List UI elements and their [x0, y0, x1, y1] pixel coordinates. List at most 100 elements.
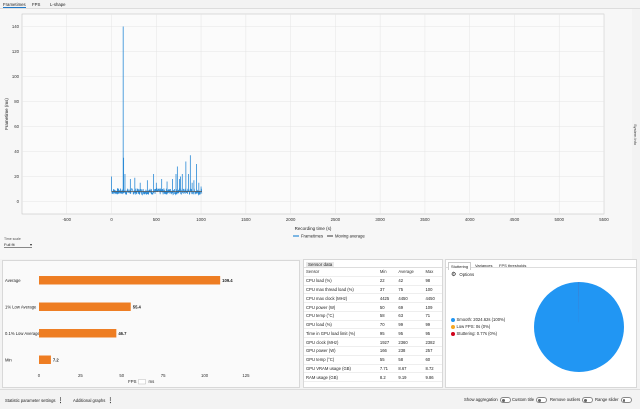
y-axis-label: Frametime (ms) — [4, 98, 9, 130]
sensor-cell: 70 — [377, 320, 397, 330]
sensor-cell: CPU max clock (MHz) — [304, 293, 378, 304]
sensor-cell: 95 — [396, 328, 424, 339]
time-scale-select[interactable]: Full fit ▾ — [4, 242, 32, 248]
y-tick-label: 40 — [14, 149, 19, 154]
sensor-cell: GPU load (%) — [304, 320, 378, 330]
show-aggregation-control: Show aggregation — [464, 397, 511, 403]
sensor-cell: 58 — [396, 355, 424, 365]
x-tick-label: 0 — [110, 217, 113, 222]
sensor-cell: 95 — [423, 328, 442, 339]
range-slider-control: Range slider — [595, 397, 632, 403]
stutter-legend-label: Smooth: 2024.62s (100%) — [456, 317, 506, 322]
x-tick-label: 1000 — [196, 217, 206, 222]
y-tick-label: 100 — [12, 74, 20, 79]
custom-title-toggle[interactable] — [536, 397, 548, 403]
system-info-label: System Info — [633, 123, 639, 145]
sensor-row: CPU max clock (MHz) 4425 4450 4450 — [304, 293, 442, 304]
sensor-row: GPU VRAM usage (GB) 7.71 8.67 8.72 — [304, 364, 442, 374]
sensor-row: GPU temp (°C) 55 58 60 — [304, 355, 442, 365]
sensor-cell: 100 — [423, 285, 442, 295]
sensor-cell: 71 — [423, 311, 442, 321]
col-average: Average — [396, 268, 424, 277]
sensor-cell: 63 — [396, 311, 424, 321]
sensor-cell: CPU max thread load (%) — [304, 285, 378, 295]
tab-fps-thresholds[interactable]: FPS thresholds — [499, 263, 527, 268]
sensor-table: Sensor Min Average Max CPU load (%) 22 42 9… — [304, 268, 442, 383]
x-axis-label: Recording time (s) — [295, 226, 332, 231]
sensor-row: CPU temp (°C) 58 63 71 — [304, 311, 442, 321]
col-sensor: Sensor — [304, 268, 378, 277]
fps-bar — [39, 302, 131, 311]
more-vertical-icon: ⋮ — [57, 398, 64, 404]
sensor-cell: 2360 — [396, 337, 424, 348]
sensor-cell: 69 — [396, 302, 424, 312]
sensor-cell: 238 — [396, 346, 424, 356]
statistic-settings-button[interactable]: Statistic parameter settings ⋮ — [5, 397, 64, 404]
remove-outliers-toggle[interactable] — [582, 397, 594, 403]
tab-frametimes[interactable]: Frametimes — [3, 2, 26, 8]
sensor-cell: 1927 — [377, 337, 397, 348]
y-tick-label: 20 — [14, 174, 19, 179]
sensor-cell: 2382 — [423, 337, 442, 348]
show-aggregation-toggle[interactable] — [499, 397, 511, 403]
sensor-cell: 166 — [377, 346, 397, 356]
bar-x-tick-label: 50 — [119, 373, 124, 378]
options-label: Options — [459, 272, 475, 277]
y-tick-label: 0 — [17, 199, 20, 204]
fps-ms-toggle[interactable] — [138, 379, 146, 385]
legend-moving-average-label: Moving average — [335, 234, 365, 239]
sensor-cell: 8.72 — [423, 364, 442, 374]
sensor-cell: 109 — [423, 302, 442, 312]
bar-x-tick-label: 75 — [161, 373, 166, 378]
tab-stuttering[interactable]: Stuttering — [448, 262, 472, 270]
options-button[interactable]: ⚙ Options — [451, 271, 474, 278]
system-info-sidebar[interactable]: System Info — [632, 9, 640, 259]
stutter-legend-item: Smooth: 2024.62s (100%) — [451, 317, 505, 322]
fps-bar — [39, 329, 117, 338]
y-tick-label: 140 — [12, 24, 20, 29]
sensor-panel-title: Sensor data — [306, 262, 335, 267]
frametime-chart[interactable]: -500 0 500 1000 1500 2000 2500 3000 3500 4000 4500… — [0, 9, 632, 259]
sensor-cell: RAM usage (GB) — [304, 372, 378, 383]
tab-bar: Frametimes FPS L-shape — [0, 0, 640, 9]
sensor-row: CPU load (%) 22 42 98 — [304, 276, 442, 286]
sensor-cell: 75 — [396, 285, 424, 295]
additional-graphs-button[interactable]: Additional graphs ⋮ — [73, 397, 113, 404]
sensor-cell: 8.2 — [377, 372, 397, 383]
range-slider-toggle[interactable] — [620, 397, 632, 403]
sensor-cell: 22 — [377, 276, 397, 286]
x-tick-label: 5500 — [599, 217, 609, 222]
sensor-cell: 4450 — [396, 293, 424, 304]
x-tick-label: 3500 — [420, 217, 430, 222]
sensor-cell: Time in GPU load limit (%) — [304, 328, 378, 339]
more-vertical-icon: ⋮ — [107, 398, 114, 404]
bar-value-label: 55.4 — [133, 304, 142, 309]
plot-frame — [21, 13, 605, 215]
tab-l-shape[interactable]: L-shape — [50, 2, 66, 7]
bar-x-tick-label: 0 — [38, 373, 41, 378]
y-tick-label: 120 — [12, 49, 20, 54]
sensor-cell: 4425 — [377, 293, 397, 304]
time-scale-label: Time scale — [4, 237, 21, 241]
stuttering-panel: Stuttering Variances FPS thresholds ⚙ Op… — [445, 259, 637, 388]
fps-bar-panel: 0 25 50 75 100 125 Average 109.4 1% Low Average 5… — [2, 260, 300, 388]
x-tick-label: 1500 — [241, 217, 251, 222]
tab-variances[interactable]: Variances — [475, 263, 493, 268]
sensor-cell: 99 — [396, 320, 424, 330]
bar-category-label: Min — [5, 357, 12, 362]
time-scale-value: Full fit — [4, 242, 15, 247]
statistic-settings-label: Statistic parameter settings — [5, 398, 56, 403]
sensor-panel-header: Sensor data — [304, 260, 442, 268]
sensor-cell: CPU power (W) — [304, 302, 378, 312]
y-tick-label: 80 — [14, 99, 19, 104]
x-tick-label: 5000 — [554, 217, 564, 222]
sensor-cell: CPU temp (°C) — [304, 311, 378, 321]
x-tick-label: 3000 — [375, 217, 385, 222]
y-tick-label: 60 — [14, 124, 19, 129]
sensor-cell: 95 — [377, 328, 397, 339]
tab-fps[interactable]: FPS — [32, 2, 41, 7]
range-slider-label: Range slider — [595, 397, 619, 403]
sensor-row: GPU power (W) 166 238 257 — [304, 346, 442, 356]
sensor-panel: Sensor data Sensor Min Average Max CPU l… — [303, 259, 443, 388]
stutter-legend-item: Low FPS: 0s (0%) — [451, 324, 505, 329]
